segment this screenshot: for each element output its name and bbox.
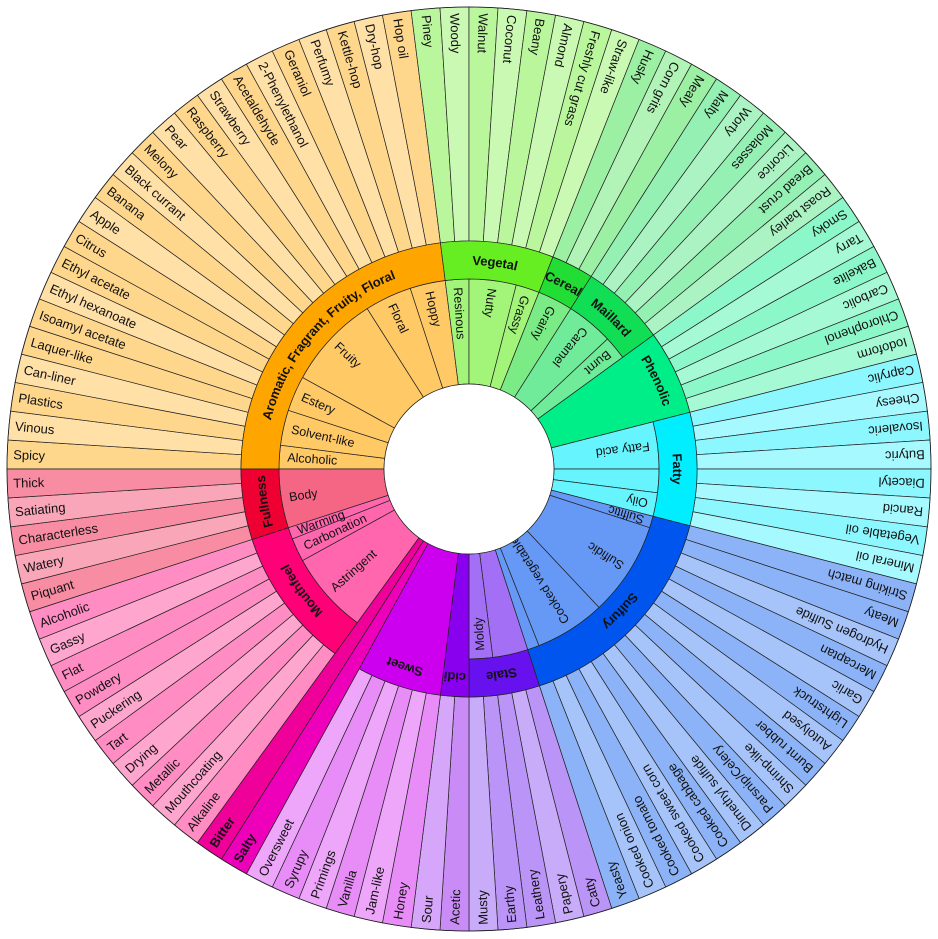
group-label-text: Vegetal [472, 252, 519, 273]
descriptor-label: Thick [13, 475, 45, 491]
group-label-text: Stale [486, 665, 519, 685]
subgroup-label: Oily [625, 492, 650, 510]
descriptor-label: Piney [419, 14, 437, 48]
group-label: Vegetal [472, 252, 519, 273]
descriptor-label: Plastics [17, 390, 64, 412]
descriptor-label: Beany [527, 17, 548, 56]
outer-rim [6, 6, 932, 932]
descriptor-label: Butyric [884, 447, 925, 463]
descriptor-label: Hop oil [390, 17, 411, 59]
descriptor-label: Sour [419, 894, 437, 923]
group-label: Stale [486, 665, 519, 685]
subgroup-label: Moldy [471, 616, 487, 651]
group-label-text: Fatty [670, 453, 686, 486]
descriptor-label: Isovaleric [867, 419, 924, 439]
descriptor-label: Musty [475, 889, 491, 925]
descriptor-label: Earthy [501, 884, 520, 923]
subgroup-label: Nutty [481, 288, 499, 319]
descriptor-label: Woody [447, 13, 463, 54]
descriptor-label: Diacetyl [878, 474, 925, 490]
descriptor-label: Walnut [475, 13, 491, 54]
descriptor-label: Acetic [447, 889, 463, 925]
subgroup-label: Fatty acid [595, 439, 651, 460]
descriptor-label: Cheesy [874, 390, 920, 412]
center-hole [383, 383, 555, 555]
descriptor-label: Honey [390, 881, 411, 921]
subgroup-label: Alcoholic [287, 451, 338, 468]
subgroup-label: Resinous [451, 287, 468, 340]
descriptor-label: Coconut [500, 14, 520, 64]
descriptor-label: Satiating [14, 500, 66, 520]
descriptor-label: Rancid [882, 501, 924, 520]
group-segment [240, 468, 289, 540]
group-label: Fatty [670, 453, 686, 486]
subgroup-label: Body [288, 486, 319, 504]
descriptor-label: Vinous [14, 419, 55, 438]
descriptor-label: Spicy [13, 447, 46, 463]
